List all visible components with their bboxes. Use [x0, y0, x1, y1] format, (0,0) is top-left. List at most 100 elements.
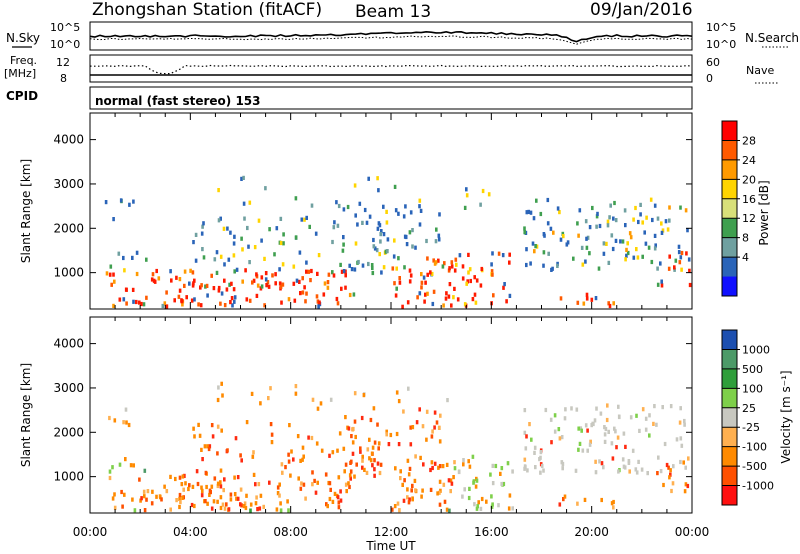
- heatmap-cell: [418, 198, 422, 203]
- heatmap-cell: [397, 211, 400, 216]
- heatmap-cell: [533, 445, 537, 450]
- heatmap-cell: [477, 500, 480, 505]
- heatmap-cell: [278, 281, 282, 286]
- heatmap-cell: [609, 203, 612, 208]
- heatmap-cell: [539, 470, 542, 475]
- heatmap-cell: [662, 482, 665, 488]
- heatmap-cell: [386, 249, 389, 254]
- colorbar-tick-label: -25: [742, 421, 760, 434]
- heatmap-cell: [563, 494, 567, 499]
- heatmap-cell: [372, 237, 375, 243]
- heatmap-cell: [118, 462, 122, 467]
- heatmap-cell: [132, 463, 135, 468]
- heatmap-cell: [311, 470, 314, 475]
- heatmap-cell: [530, 437, 533, 442]
- y-tick-label: 3000: [53, 177, 84, 191]
- heatmap-cell: [667, 266, 671, 271]
- heatmap-cell: [683, 489, 687, 494]
- heatmap-cell: [584, 219, 588, 224]
- heatmap-cell: [267, 284, 271, 289]
- heatmap-cell: [270, 432, 274, 437]
- heatmap-cell: [260, 238, 263, 243]
- heatmap-cell: [145, 295, 148, 300]
- heatmap-cell: [447, 478, 451, 483]
- heatmap-cell: [135, 299, 138, 305]
- power-y-axis: 1000 2000 3000 4000: [53, 113, 693, 309]
- heatmap-cell: [606, 223, 610, 228]
- heatmap-cell: [219, 505, 223, 511]
- heatmap-cell: [586, 235, 590, 240]
- heatmap-cell: [546, 197, 550, 203]
- colorbar-segment: [722, 198, 737, 219]
- heatmap-cell: [260, 284, 264, 289]
- heatmap-cell: [250, 391, 254, 396]
- heatmap-cell: [245, 297, 249, 302]
- heatmap-cell: [393, 184, 397, 189]
- heatmap-cell: [468, 267, 472, 272]
- heatmap-cell: [610, 441, 614, 446]
- heatmap-cell: [268, 480, 271, 485]
- heatmap-cell: [624, 223, 627, 228]
- heatmap-cell: [307, 269, 310, 274]
- heatmap-cell: [660, 221, 663, 226]
- heatmap-cell: [335, 296, 339, 302]
- heatmap-cell: [394, 208, 398, 213]
- heatmap-cell: [640, 467, 644, 472]
- heatmap-cell: [408, 466, 412, 471]
- heatmap-cell: [641, 407, 645, 412]
- heatmap-cell: [337, 475, 341, 480]
- heatmap-cell: [213, 257, 217, 262]
- heatmap-cell: [206, 293, 209, 298]
- heatmap-cell: [450, 303, 453, 308]
- heatmap-cell: [594, 470, 598, 475]
- heatmap-cell: [423, 299, 426, 304]
- heatmap-cell: [338, 431, 342, 436]
- heatmap-cell: [264, 271, 268, 276]
- colorbar-segment: [722, 446, 737, 467]
- heatmap-cell: [308, 224, 311, 229]
- heatmap-cell: [631, 448, 635, 453]
- heatmap-cell: [549, 226, 553, 231]
- nave-tick-top: 60: [706, 56, 720, 69]
- heatmap-cell: [607, 429, 610, 434]
- heatmap-cell: [373, 246, 377, 251]
- heatmap-cell: [610, 501, 614, 506]
- heatmap-cell: [420, 272, 423, 277]
- heatmap-cell: [160, 497, 163, 502]
- heatmap-cell: [418, 204, 421, 209]
- heatmap-cell: [217, 188, 220, 193]
- heatmap-cell: [244, 505, 248, 511]
- heatmap-cell: [319, 401, 323, 406]
- heatmap-cell: [165, 290, 168, 295]
- heatmap-cell: [429, 487, 433, 492]
- heatmap-cell: [318, 300, 321, 305]
- heatmap-cell: [448, 282, 452, 287]
- heatmap-cell: [305, 215, 308, 220]
- heatmap-cell: [465, 193, 469, 198]
- heatmap-cell: [475, 506, 479, 511]
- heatmap-cell: [542, 263, 545, 268]
- heatmap-cell: [361, 458, 364, 463]
- heatmap-cell: [377, 221, 381, 226]
- x-tick-label: 08:00: [273, 525, 308, 539]
- heatmap-cell: [310, 268, 313, 274]
- heatmap-cell: [401, 482, 404, 487]
- heatmap-cell: [523, 226, 526, 231]
- power-heatmap: [104, 175, 692, 309]
- heatmap-cell: [453, 268, 457, 273]
- heatmap-cell: [219, 301, 222, 306]
- heatmap-cell: [232, 287, 236, 292]
- heatmap-cell: [150, 277, 154, 282]
- heatmap-cell: [195, 469, 199, 474]
- heatmap-cell: [585, 292, 589, 297]
- heatmap-cell: [395, 266, 398, 271]
- heatmap-cell: [259, 493, 263, 498]
- heatmap-cell: [354, 213, 357, 218]
- heatmap-cell: [371, 270, 375, 276]
- heatmap-cell: [212, 286, 216, 291]
- heatmap-cell: [203, 444, 207, 449]
- heatmap-cell: [191, 484, 195, 489]
- heatmap-cell: [505, 299, 508, 304]
- heatmap-cell: [453, 460, 456, 465]
- heatmap-cell: [437, 258, 440, 263]
